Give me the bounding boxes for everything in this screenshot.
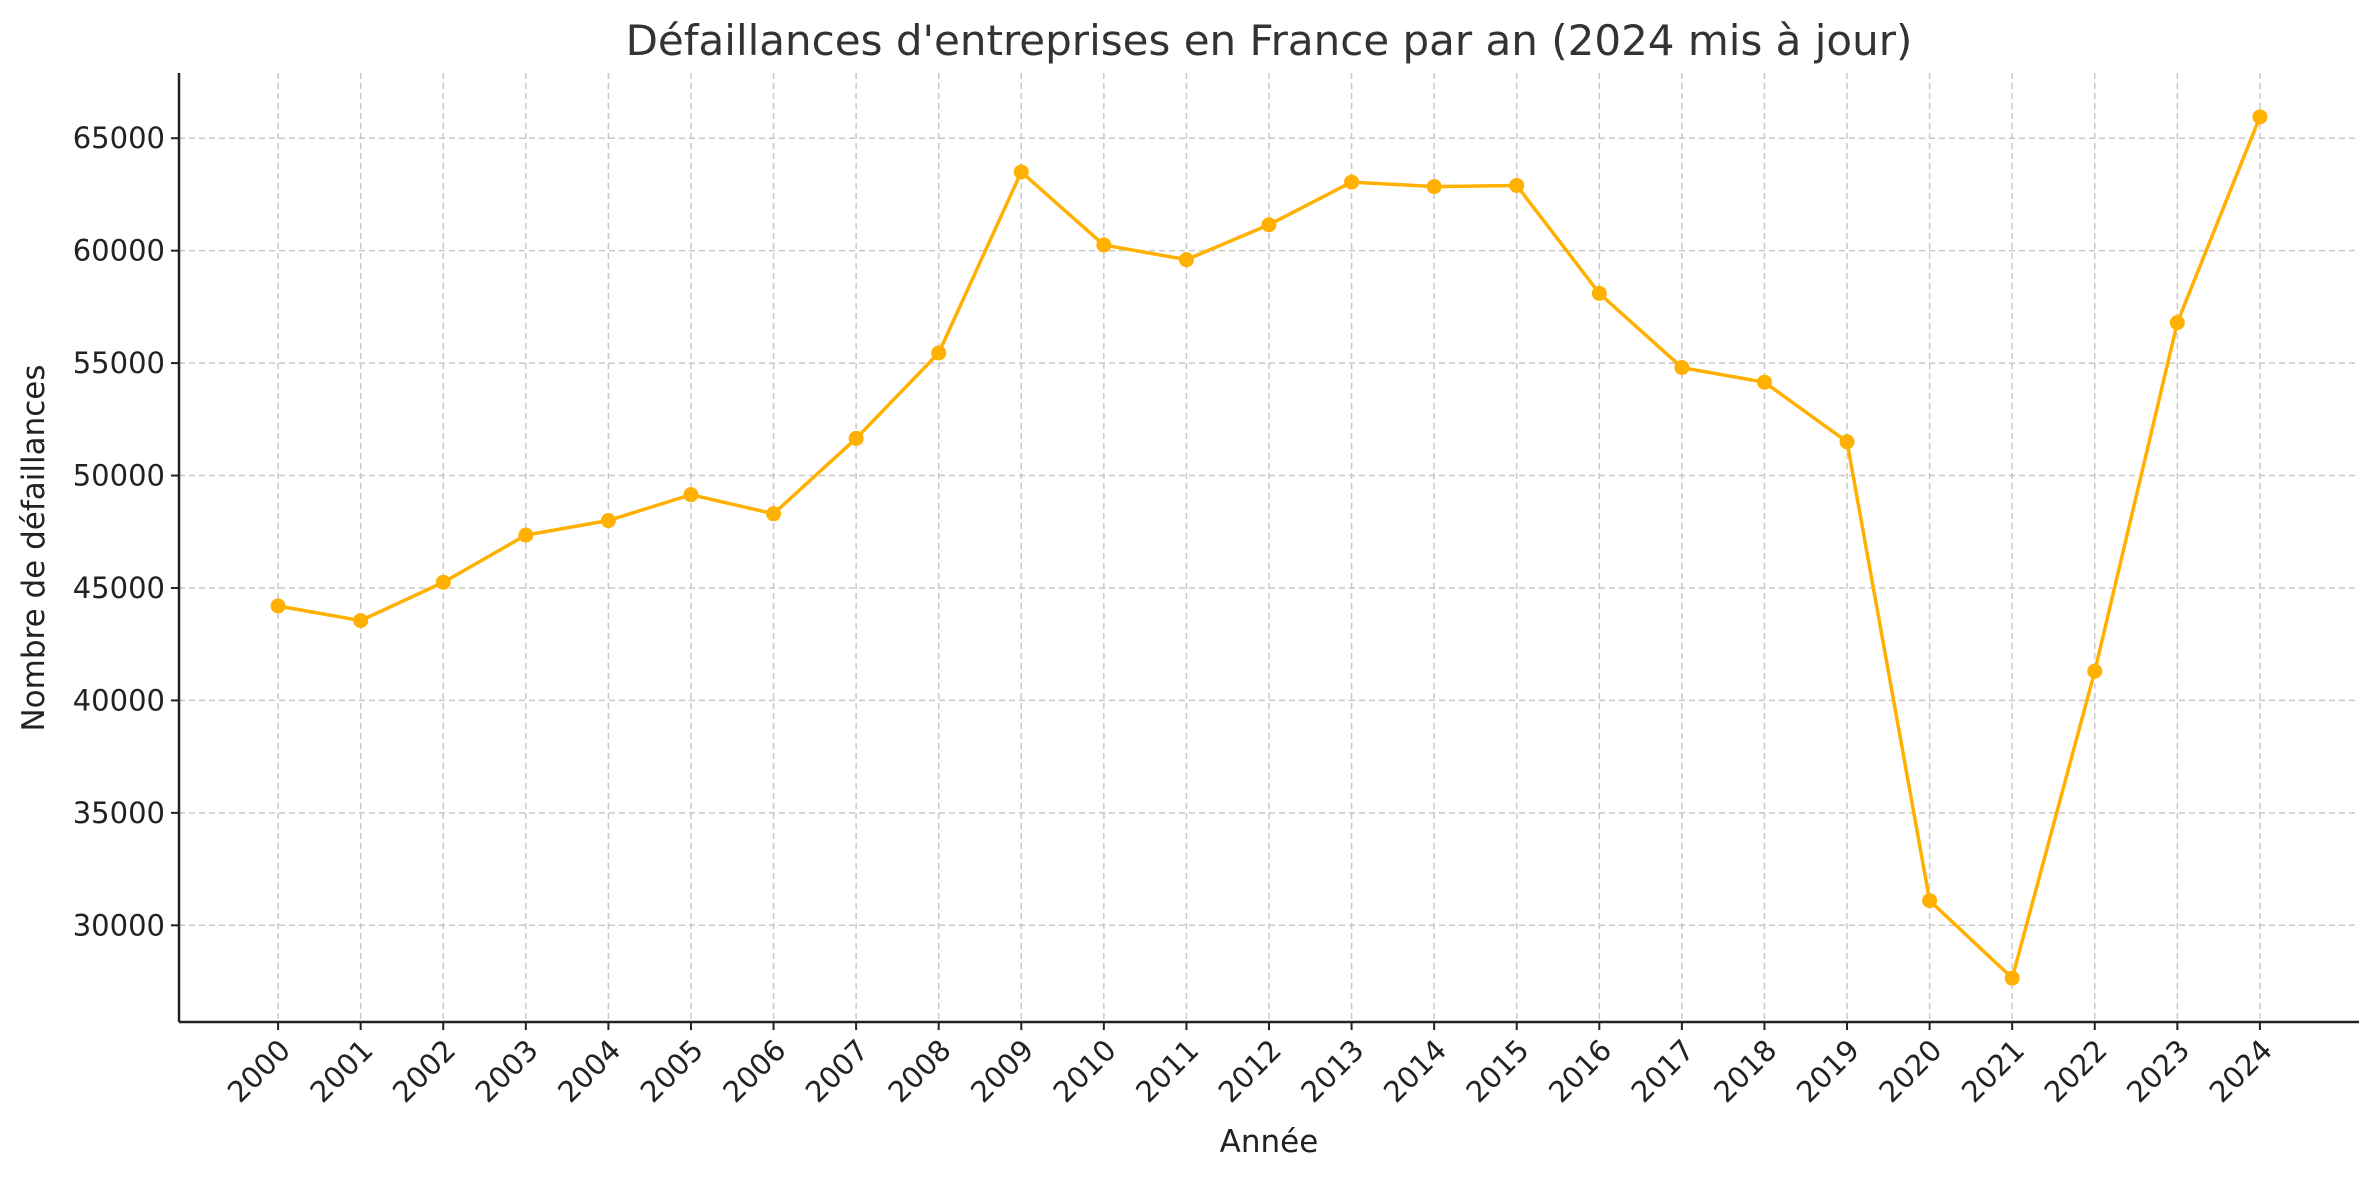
data-point-2011: [1178, 252, 1194, 268]
x-tick-label: 2018: [1707, 1033, 1783, 1109]
y-tick-label: 40000: [73, 683, 165, 717]
x-axis-ticks: 2000 2001 2002 2003 2004 2005 2006 2007 2008 2009…: [221, 1022, 2279, 1109]
data-point-2002: [435, 574, 451, 590]
y-axis-label: Nombre de défaillances: [16, 364, 52, 731]
data-point-2004: [600, 513, 616, 529]
x-tick-label: 2017: [1625, 1033, 1701, 1109]
x-tick-label: 2008: [881, 1033, 957, 1109]
data-point-2016: [1591, 285, 1607, 301]
data-point-2015: [1509, 177, 1525, 193]
x-tick-label: 2004: [551, 1033, 627, 1109]
x-tick-label: 2023: [2120, 1033, 2196, 1109]
data-point-2017: [1674, 360, 1690, 376]
x-axis-label: Année: [1220, 1124, 1319, 1160]
y-tick-label: 55000: [73, 346, 165, 380]
data-point-2024: [2252, 109, 2268, 125]
y-tick-label: 65000: [73, 121, 165, 155]
y-tick-label: 50000: [73, 459, 165, 493]
x-tick-label: 2012: [1212, 1033, 1288, 1109]
x-tick-label: 2014: [1377, 1033, 1453, 1109]
x-tick-label: 2024: [2203, 1033, 2279, 1109]
data-point-2001: [353, 613, 369, 629]
x-tick-label: 2015: [1459, 1033, 1535, 1109]
x-tick-label: 2007: [799, 1033, 875, 1109]
x-tick-label: 2022: [2037, 1033, 2113, 1109]
x-tick-label: 2005: [634, 1033, 710, 1109]
chart-title: Défaillances d'entreprises en France par…: [626, 16, 1913, 65]
data-point-2013: [1344, 174, 1360, 190]
y-tick-label: 30000: [73, 908, 165, 942]
data-point-2000: [270, 598, 286, 614]
data-point-2009: [1013, 164, 1029, 180]
x-tick-label: 2021: [1955, 1033, 2031, 1109]
x-tick-label: 2006: [716, 1033, 792, 1109]
data-point-2020: [1922, 893, 1938, 909]
data-point-2003: [518, 527, 534, 543]
data-point-2008: [931, 345, 947, 361]
series: [270, 109, 2268, 986]
data-point-2007: [848, 430, 864, 446]
x-tick-label: 2019: [1790, 1033, 1866, 1109]
y-tick-label: 45000: [73, 571, 165, 605]
x-tick-label: 2010: [1047, 1033, 1123, 1109]
data-point-2005: [683, 487, 699, 503]
x-tick-label: 2009: [964, 1033, 1040, 1109]
data-point-2023: [2169, 315, 2185, 331]
x-tick-label: 2013: [1294, 1033, 1370, 1109]
grid: [179, 73, 2359, 1022]
x-tick-label: 2011: [1129, 1033, 1205, 1109]
data-point-2012: [1261, 217, 1277, 233]
data-point-2018: [1756, 374, 1772, 390]
y-tick-label: 60000: [73, 234, 165, 268]
x-tick-label: 2002: [386, 1033, 462, 1109]
data-point-2021: [2004, 970, 2020, 986]
y-tick-label: 35000: [73, 796, 165, 830]
data-point-2022: [2087, 663, 2103, 679]
x-tick-label: 2000: [221, 1033, 297, 1109]
x-tick-label: 2001: [303, 1033, 379, 1109]
data-point-2014: [1426, 179, 1442, 195]
x-tick-label: 2020: [1872, 1033, 1948, 1109]
data-point-2006: [766, 506, 782, 522]
data-point-2019: [1839, 434, 1855, 450]
x-tick-label: 2003: [469, 1033, 545, 1109]
y-axis-ticks: 30000 35000 40000 45000 50000 55000 60000 65000: [73, 121, 179, 942]
data-point-2010: [1096, 237, 1112, 253]
x-tick-label: 2016: [1542, 1033, 1618, 1109]
